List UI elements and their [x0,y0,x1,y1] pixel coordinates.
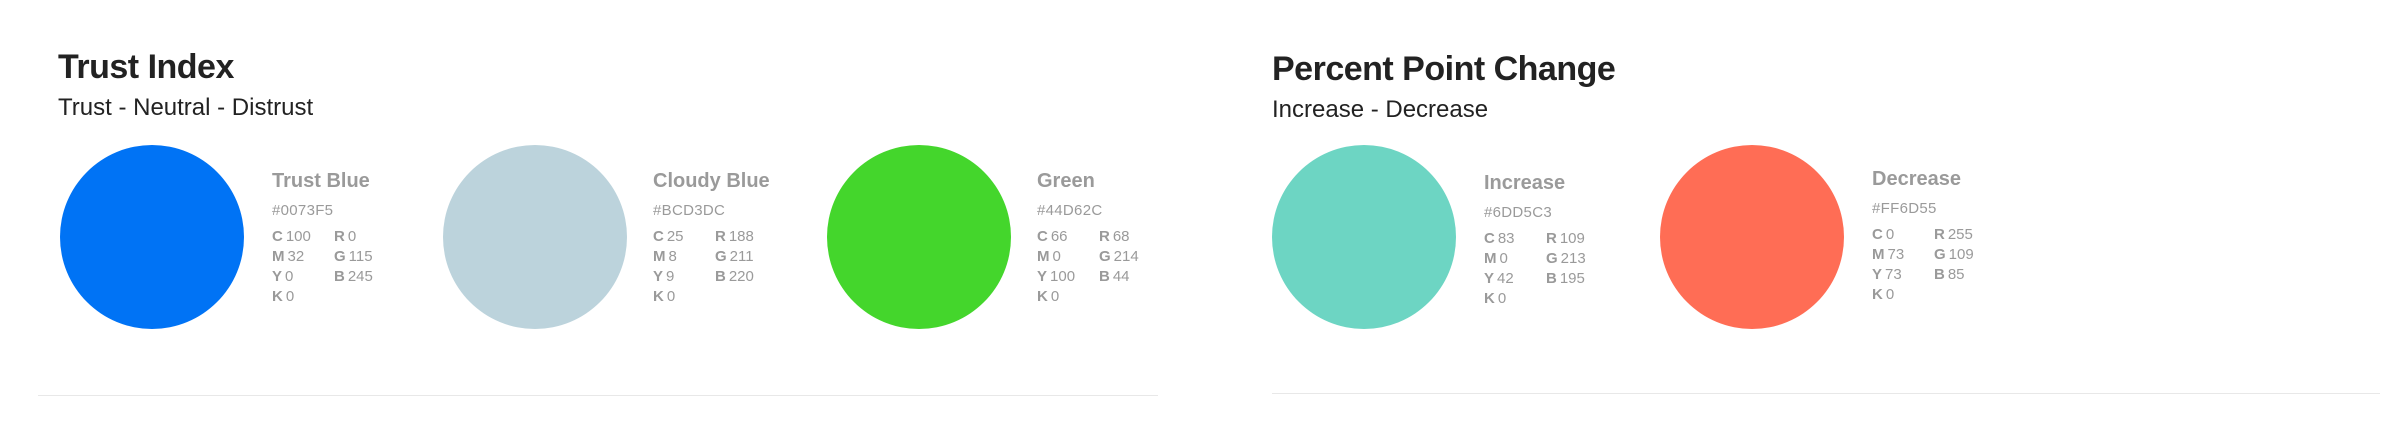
color-circle [60,145,244,329]
rgb-values: R 255 G 109 B 85 [1934,225,1996,305]
section-subtitle: Trust - Neutral - Distrust [58,94,314,121]
rgb-b: B 85 [1934,266,1965,283]
color-name: Increase [1484,172,1566,194]
color-hex: #6DD5C3 [1484,204,1552,221]
color-name: Green [1037,170,1095,192]
color-hex: #44D62C [1037,202,1103,219]
rgb-b: B 245 [334,268,373,285]
rgb-g: G 214 [1099,248,1139,265]
rgb-r: R 109 [1546,230,1585,247]
rgb-b: B 44 [1099,268,1130,285]
section-divider [1272,393,2380,394]
rgb-g: G 115 [334,248,373,265]
rgb-b: B 195 [1546,270,1585,287]
color-hex: #FF6D55 [1872,200,1937,217]
cmyk-c: C 25 [653,228,684,245]
color-hex: #BCD3DC [653,202,726,219]
section-divider [38,395,1158,396]
color-circle [1272,145,1456,329]
color-name: Cloudy Blue [653,170,770,192]
rgb-r: R 255 [1934,226,1973,243]
cmyk-y: Y 42 [1484,270,1514,287]
rgb-g: G 109 [1934,246,1974,263]
section-subtitle: Increase - Decrease [1272,96,1489,123]
rgb-b: B 220 [715,268,754,285]
section-title: Trust Index [58,48,234,86]
color-name: Decrease [1872,168,1961,190]
cmyk-c: C 100 [272,228,311,245]
color-hex: #0073F5 [272,202,334,219]
rgb-r: R 188 [715,228,754,245]
color-circle [827,145,1011,329]
rgb-r: R 68 [1099,228,1130,245]
color-name: Trust Blue [272,170,370,192]
cmyk-m: M 32 [272,248,305,265]
color-circle [443,145,627,329]
rgb-g: G 213 [1546,250,1586,267]
cmyk-m: M 73 [1872,246,1905,263]
cmyk-y: Y 73 [1872,266,1902,283]
section-title: Percent Point Change [1272,50,1616,88]
rgb-values: R 68 G 214 B 44 [1099,227,1161,307]
percent-point-change-section: Percent Point Change Increase - Decrease… [1260,0,2400,432]
rgb-g: G 211 [715,248,754,265]
rgb-values: R 188 G 211 B 220 [715,227,777,307]
cmyk-y: Y 100 [1037,268,1076,285]
cmyk-c: C 66 [1037,228,1068,245]
cmyk-c: C 83 [1484,230,1515,247]
color-circle [1660,145,1844,329]
rgb-values: R 109 G 213 B 195 [1546,229,1608,309]
trust-index-section: Trust Index Trust - Neutral - Distrust T… [38,48,1158,396]
